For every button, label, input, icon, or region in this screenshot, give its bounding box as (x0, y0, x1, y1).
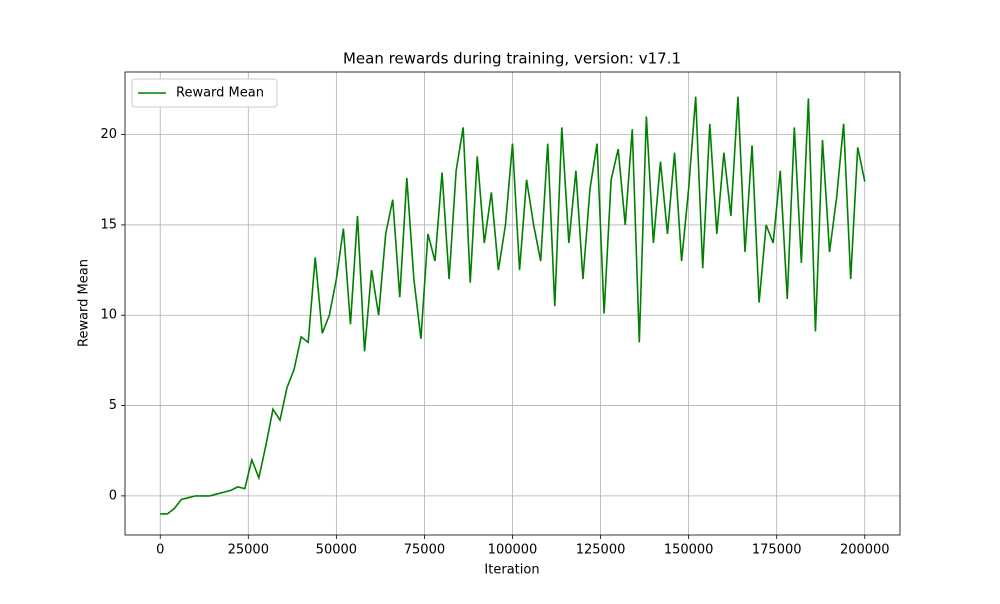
x-axis-label: Iteration (484, 563, 539, 578)
legend-label: Reward Mean (176, 86, 264, 101)
plot-frame (124, 71, 901, 536)
x-tick-label: 25000 (228, 543, 269, 558)
x-tick-label: 175000 (752, 543, 802, 558)
y-tick-label: 20 (100, 127, 117, 142)
y-tick-label: 10 (100, 308, 117, 323)
x-tick-label: 100000 (488, 543, 538, 558)
legend-box (131, 78, 278, 108)
line (160, 96, 866, 515)
x-tick-label: 150000 (664, 543, 714, 558)
chart-title: Mean rewards during training, version: v… (343, 50, 681, 68)
x-tick-label: 200000 (840, 543, 890, 558)
x-tick-label: 0 (156, 543, 164, 558)
x-tick-label: 75000 (404, 543, 445, 558)
y-axis-label: Reward Mean (77, 259, 92, 347)
y-tick-label: 15 (100, 217, 117, 232)
y-tick-label: 5 (109, 398, 117, 413)
y-tick-label: 0 (109, 488, 117, 503)
x-tick-label: 50000 (316, 543, 357, 558)
x-tick-label: 125000 (576, 543, 626, 558)
